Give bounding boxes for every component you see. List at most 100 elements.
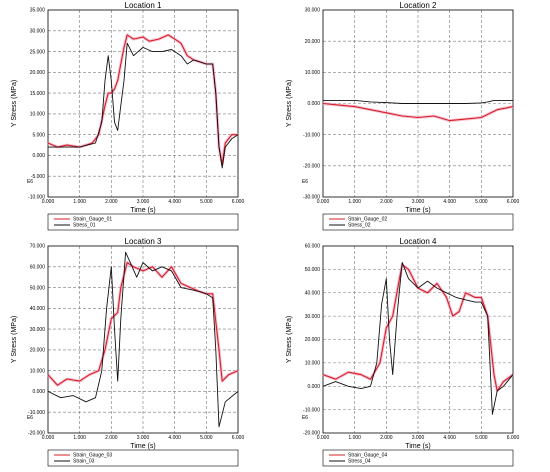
legend-label: Strain_03 <box>73 459 95 465</box>
series-line-2 <box>47 251 239 428</box>
y-tick-label: -10.000 <box>303 407 320 413</box>
legend-label: Strain_Gauge_02 <box>348 217 387 223</box>
y-tick-label: -20.000 <box>28 431 45 437</box>
x-axis-label: Time (s) <box>405 207 430 214</box>
scale-note: E6 <box>302 179 308 185</box>
chart-title: Location 1 <box>125 1 162 10</box>
y-tick-label: 50.000 <box>305 267 321 273</box>
y-tick-label: 15.000 <box>30 91 46 97</box>
scale-note: E6 <box>27 179 33 185</box>
y-tick-label: 10.000 <box>30 368 46 374</box>
x-tick-label: 2.000 <box>105 435 118 441</box>
x-tick-label: 5.000 <box>475 199 488 205</box>
y-tick-label: 10.000 <box>305 70 321 76</box>
legend-label: Strain_Gauge_04 <box>348 453 387 459</box>
y-tick-label: 40.000 <box>30 306 46 312</box>
y-tick-label: -5.000 <box>31 174 45 180</box>
legend-label: Strain_Gauge_03 <box>73 453 112 459</box>
plot-frame <box>47 245 239 434</box>
y-tick-label: 5.000 <box>32 132 45 138</box>
legend-box <box>322 449 514 467</box>
y-tick-label: 50.000 <box>30 285 46 291</box>
scale-note: E6 <box>302 415 308 421</box>
y-tick-label: -10.000 <box>28 195 45 201</box>
x-tick-label: 3.000 <box>137 435 150 441</box>
y-axis-label: Y Stress (MPa) <box>286 316 293 363</box>
scale-note: E6 <box>27 415 33 421</box>
chart-title: Location 3 <box>125 237 162 246</box>
x-axis-label: Time (s) <box>405 443 430 450</box>
plot-frame <box>322 245 514 434</box>
x-tick-label: 4.000 <box>168 199 181 205</box>
y-tick-label: 60.000 <box>30 264 46 270</box>
x-tick-label: 4.000 <box>443 435 456 441</box>
y-tick-label: -20.000 <box>303 164 320 170</box>
chart-location-2: Location 2 0.000 1.000 2.000 3.000 4.000 5.000… <box>286 1 520 231</box>
y-tick-label: -10.000 <box>28 410 45 416</box>
y-tick-label: 30.000 <box>305 314 321 320</box>
plot-frame <box>47 9 239 198</box>
x-tick-label: 2.000 <box>380 199 393 205</box>
legend-box <box>322 213 514 231</box>
y-tick-label: 0.000 <box>32 389 45 395</box>
y-tick-label: 10.000 <box>305 361 321 367</box>
series-line-1 <box>47 34 238 165</box>
y-tick-label: 40.000 <box>305 290 321 296</box>
chart-title: Location 4 <box>400 237 437 246</box>
x-tick-label: 5.000 <box>475 435 488 441</box>
y-tick-label: -20.000 <box>303 431 320 437</box>
y-tick-label: 10.000 <box>30 112 46 118</box>
x-tick-label: 3.000 <box>412 199 425 205</box>
y-tick-label: 70.000 <box>30 244 46 250</box>
series-line-2 <box>323 99 513 104</box>
series-halo <box>47 33 238 166</box>
series-line-1 <box>47 262 239 386</box>
x-tick-label: 0.000 <box>317 435 330 441</box>
x-tick-label: 1.000 <box>348 199 361 205</box>
x-tick-label: 3.000 <box>137 199 150 205</box>
x-tick-label: 4.000 <box>168 435 181 441</box>
chart-location-3: Location 3 0.000 1.000 2.000 3.000 4.000 5.000… <box>11 237 245 467</box>
y-tick-label: 30.000 <box>30 327 46 333</box>
x-tick-label: 5.000 <box>200 199 213 205</box>
y-tick-label: 20.000 <box>30 348 46 354</box>
chart-location-1: Location 1 0.000 1.000 2.000 3.000 4.000 5.000… <box>11 1 245 231</box>
y-tick-label: -30.000 <box>303 195 320 201</box>
x-tick-label: 0.000 <box>42 199 55 205</box>
legend-box <box>47 449 239 467</box>
y-tick-label: 60.000 <box>305 244 321 250</box>
y-tick-label: 0.000 <box>307 101 320 107</box>
series-line-2 <box>322 261 514 415</box>
x-tick-label: 6.000 <box>507 199 520 205</box>
series-line-1 <box>322 102 514 122</box>
series-line-2 <box>48 42 239 169</box>
legend-label: Stress_04 <box>348 459 371 465</box>
legend-label: Strain_Gauge_01 <box>73 217 112 223</box>
y-tick-label: 0.000 <box>307 384 320 390</box>
x-tick-label: 2.000 <box>380 435 393 441</box>
y-tick-label: 20.000 <box>30 70 46 76</box>
x-axis-label: Time (s) <box>130 207 155 214</box>
y-tick-label: 20.000 <box>305 39 321 45</box>
x-tick-label: 1.000 <box>73 199 86 205</box>
x-tick-label: 0.000 <box>42 435 55 441</box>
y-tick-label: 25.000 <box>30 49 46 55</box>
y-tick-label: 20.000 <box>305 337 321 343</box>
x-tick-label: 4.000 <box>443 199 456 205</box>
x-tick-label: 1.000 <box>348 435 361 441</box>
x-tick-label: 0.000 <box>317 199 330 205</box>
x-tick-label: 2.000 <box>105 199 118 205</box>
legend-label: Stress_01 <box>73 223 96 229</box>
y-tick-label: 0.000 <box>32 153 45 159</box>
y-tick-label: 30.000 <box>305 8 321 14</box>
y-axis-label: Y Stress (MPa) <box>286 80 293 127</box>
chart-location-4: Location 4 0.000 1.000 2.000 3.000 4.000 5.000… <box>286 237 519 467</box>
x-tick-label: 6.000 <box>232 435 245 441</box>
legend-box <box>47 213 239 231</box>
y-tick-label: -10.000 <box>303 132 320 138</box>
y-tick-label: 35.000 <box>30 8 46 14</box>
x-tick-label: 6.000 <box>232 199 245 205</box>
chart-title: Location 2 <box>400 1 437 10</box>
y-tick-label: 30.000 <box>30 28 46 34</box>
x-tick-label: 1.000 <box>73 435 86 441</box>
